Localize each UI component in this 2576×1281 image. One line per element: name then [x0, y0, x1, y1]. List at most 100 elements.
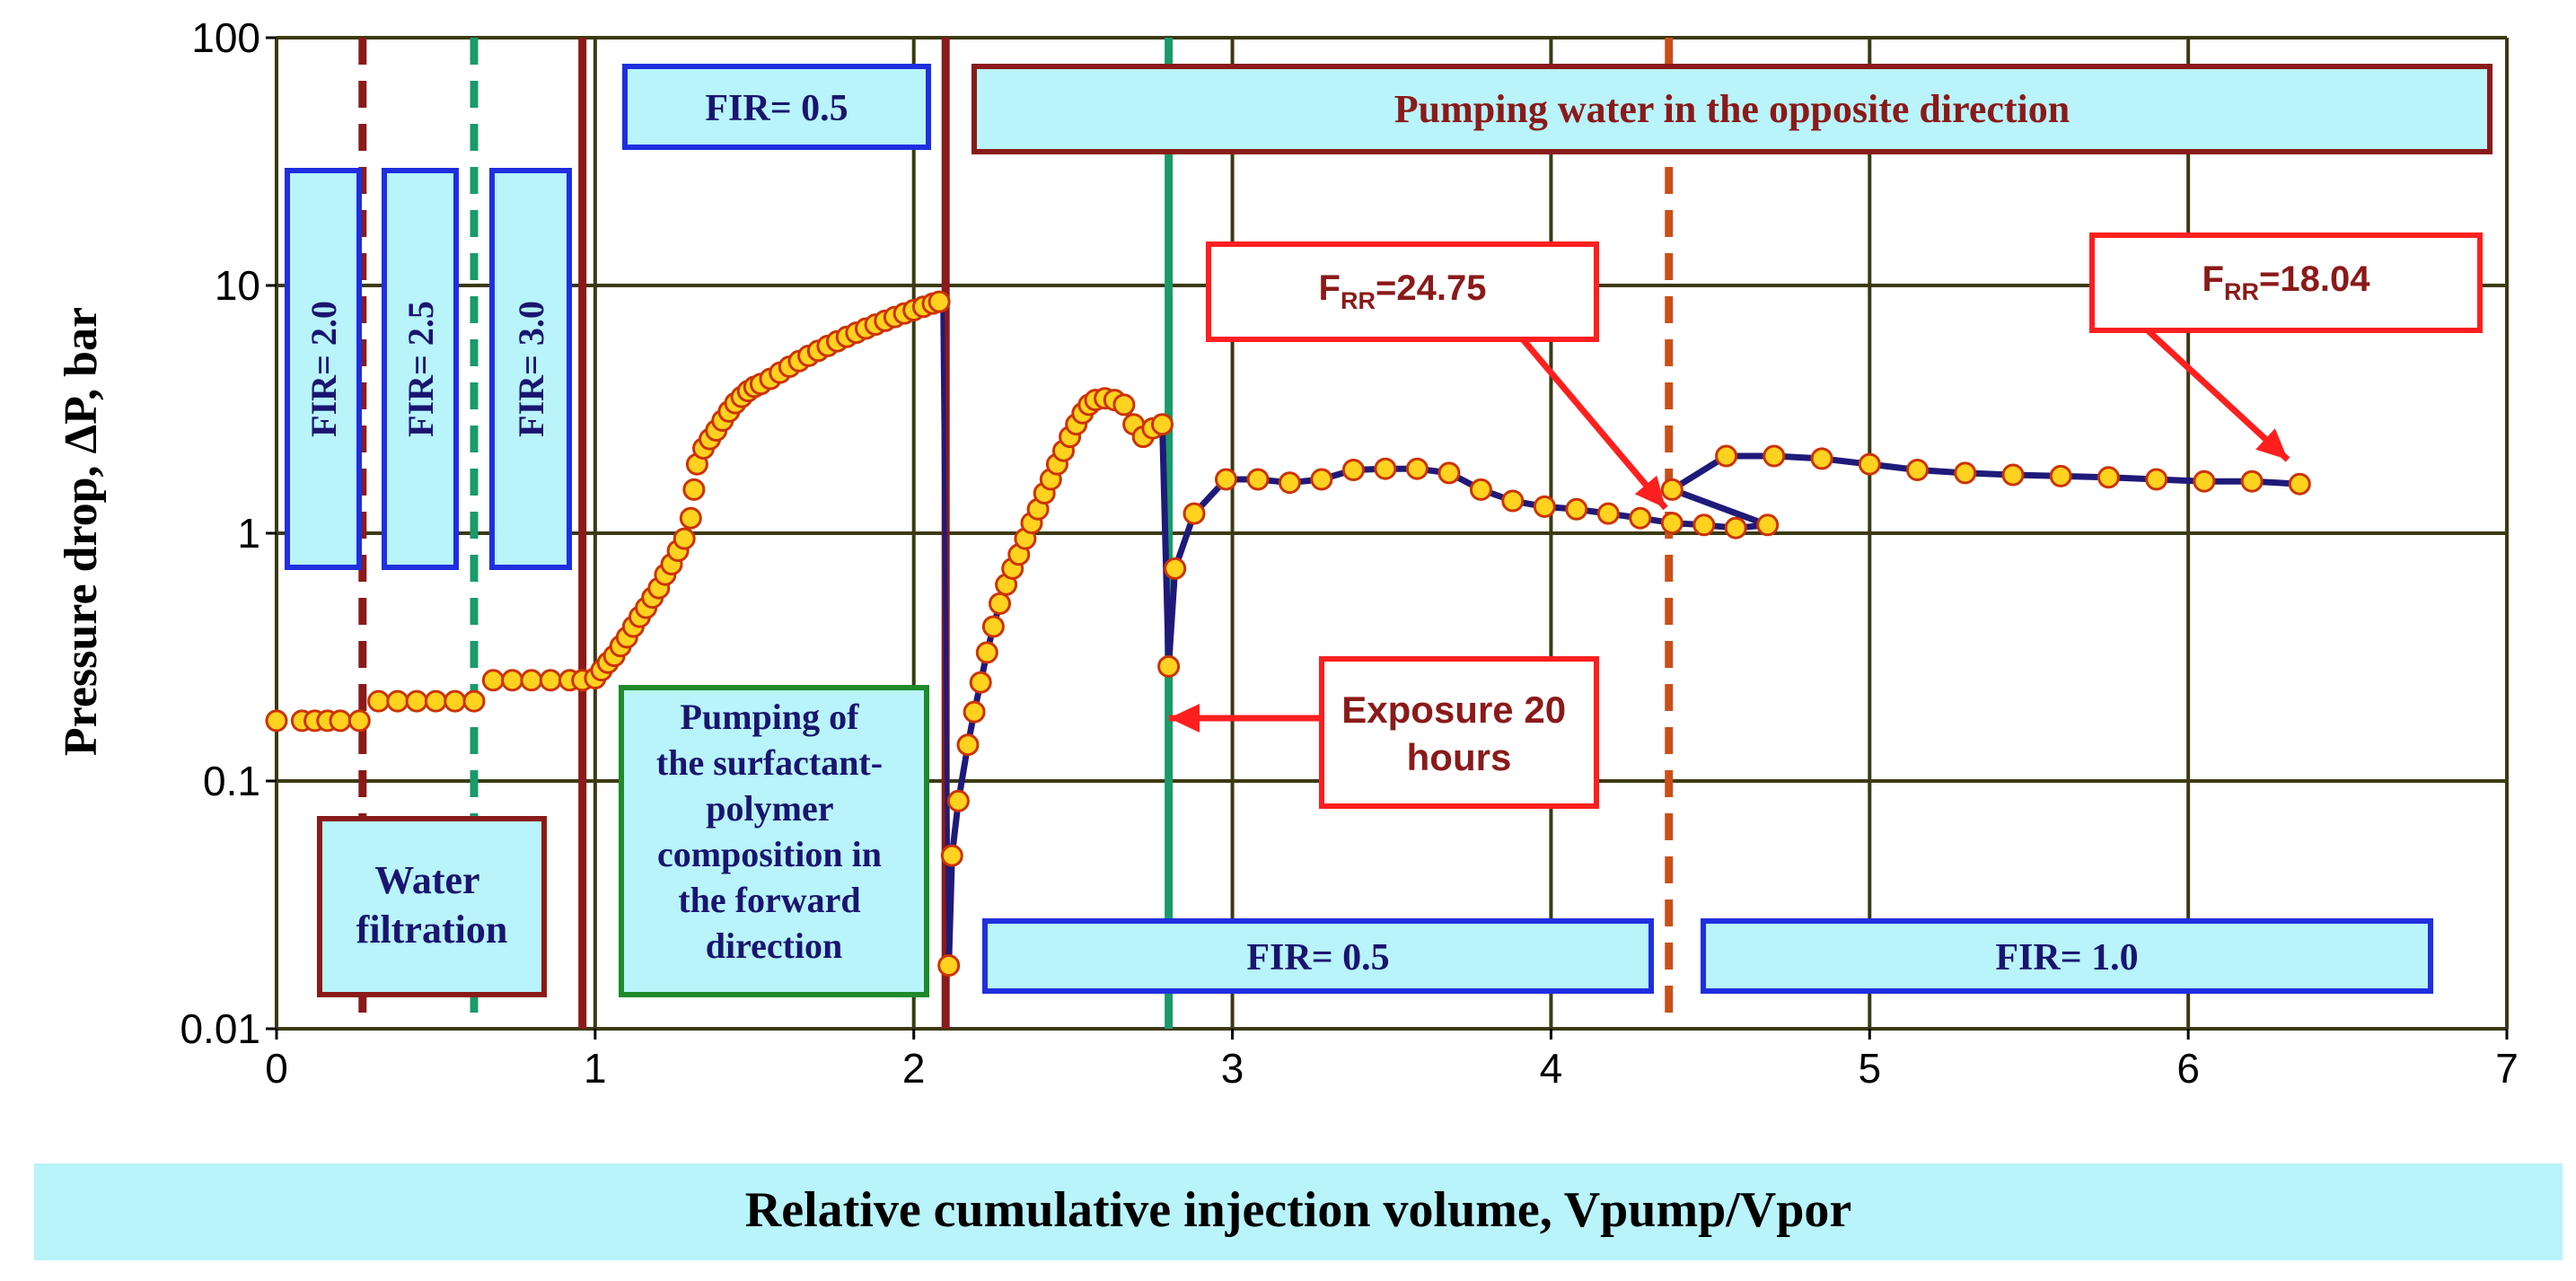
data-point: [679, 506, 702, 530]
data-point: [1724, 516, 1747, 540]
x-tick-label: 3: [1221, 1045, 1244, 1092]
svg-text:FRR=18.04: FRR=18.04: [2202, 259, 2371, 305]
data-point: [1374, 457, 1397, 480]
data-points: [265, 290, 2311, 977]
data-point: [539, 669, 562, 692]
data-point: [424, 689, 447, 713]
data-point: [1660, 478, 1684, 501]
annotation-fir-0-5-bottom: FIR= 0.5: [982, 918, 1654, 994]
y-axis-label: Pressure drop, ΔP, bar: [56, 307, 107, 756]
data-point: [940, 844, 963, 867]
data-point: [1715, 444, 1738, 468]
svg-text:FIR= 1.0: FIR= 1.0: [1995, 937, 2138, 978]
arrow-head: [1634, 475, 1666, 508]
annotation-frr-18-04: FRR=18.04: [2089, 233, 2483, 333]
data-point: [975, 641, 998, 664]
data-point: [1437, 461, 1461, 485]
data-point: [444, 689, 467, 713]
xlabel-band: [34, 1163, 2563, 1260]
svg-text:FRR=24.75: FRR=24.75: [1319, 268, 1487, 314]
data-point: [501, 669, 524, 692]
data-point: [928, 290, 951, 313]
data-point: [1565, 497, 1588, 521]
svg-text:Pumping of the surfactan: Pumping of the surfactant- polymer compo…: [656, 697, 892, 966]
data-point: [1763, 444, 1786, 468]
data-point: [1810, 447, 1833, 470]
data-point: [1629, 506, 1652, 530]
arrow-line: [1520, 337, 1668, 511]
y-tick-label: 100: [191, 14, 260, 61]
data-point: [682, 478, 706, 501]
data-point: [969, 671, 992, 694]
annotation-pumping-forward: Pumping of the surfactant- polymer compo…: [619, 685, 929, 997]
data-point: [481, 669, 505, 692]
data-point: [1469, 478, 1492, 501]
data-point: [2288, 472, 2311, 496]
data-point: [367, 689, 391, 713]
x-tick-label: 0: [265, 1045, 288, 1092]
data-point: [1164, 557, 1187, 580]
data-point: [1596, 502, 1620, 525]
data-point: [1533, 495, 1556, 518]
arrow-head: [1169, 704, 1200, 733]
data-point: [2097, 466, 2120, 489]
data-point: [329, 709, 352, 733]
x-tick-label: 5: [1858, 1045, 1881, 1092]
x-tick-label: 4: [1540, 1045, 1563, 1092]
annotation-fir-1-0-bottom: FIR= 1.0: [1701, 918, 2433, 994]
svg-text:FIR= 2.5: FIR= 2.5: [400, 301, 441, 437]
annotation-water-filtration: Water filtration: [317, 816, 547, 997]
annotation-fir-0-5-top: FIR= 0.5: [622, 64, 931, 150]
svg-text:FIR= 3.0: FIR= 3.0: [511, 301, 551, 437]
series-line: [945, 395, 2300, 966]
data-point: [2240, 469, 2264, 493]
svg-text:FIR= 0.5: FIR= 0.5: [705, 88, 848, 129]
data-point: [1906, 459, 1929, 481]
annotation-fir-2-5: FIR= 2.5: [382, 168, 459, 570]
data-point: [956, 733, 980, 757]
svg-text:Exposure 20 hours: Exposure 20 hours: [1341, 689, 1576, 778]
x-tick-label: 6: [2176, 1045, 2200, 1092]
data-point: [265, 709, 288, 733]
data-point: [2193, 469, 2216, 493]
data-point: [1954, 461, 1977, 485]
data-point: [347, 709, 371, 733]
y-tick-label: 10: [215, 262, 260, 309]
annotation-pumping-opposite: Pumping water in the opposite direction: [971, 64, 2492, 154]
data-point: [2145, 468, 2168, 491]
axis-ticks: 0 1 2 3 4 5 6 7 0.01 0.1 1 10 100: [180, 14, 2518, 1092]
annotation-arrows: [1169, 328, 2290, 733]
data-point: [1182, 502, 1206, 525]
data-point: [946, 789, 970, 812]
data-point: [1858, 452, 1881, 476]
arrow-line: [2145, 328, 2290, 462]
x-tick-label: 2: [902, 1045, 926, 1092]
svg-text:Water filtration: Water filtration: [356, 858, 508, 952]
data-point: [1157, 654, 1181, 678]
data-point: [386, 689, 409, 713]
data-point: [1692, 513, 1716, 537]
annotation-fir-3-0: FIR= 3.0: [489, 168, 572, 570]
annotation-fir-2-0: FIR= 2.0: [285, 168, 362, 570]
data-point: [1756, 513, 1780, 537]
svg-text:FIR= 0.5: FIR= 0.5: [1246, 937, 1389, 978]
data-point: [1151, 413, 1174, 436]
curve: [940, 302, 2300, 966]
annotation-frr-24-75: FRR=24.75: [1206, 241, 1599, 342]
x-axis-label: Relative cumulative injection volume, Vp…: [745, 1182, 1851, 1238]
x-tick-label: 1: [584, 1045, 607, 1092]
y-tick-label: 1: [237, 510, 260, 557]
data-point: [963, 700, 986, 724]
annotation-exposure: Exposure 20 hours: [1319, 656, 1599, 809]
data-point: [1278, 471, 1301, 495]
data-point: [1215, 468, 1237, 491]
data-point: [1341, 459, 1365, 481]
data-point: [1501, 489, 1525, 513]
data-point: [520, 669, 543, 692]
svg-text:Pumping water in the opposite: Pumping water in the opposite direction: [1394, 87, 2070, 131]
x-tick-label: 7: [2495, 1045, 2519, 1092]
data-point: [1660, 512, 1684, 535]
data-point: [989, 592, 1011, 615]
data-point: [1246, 468, 1270, 491]
